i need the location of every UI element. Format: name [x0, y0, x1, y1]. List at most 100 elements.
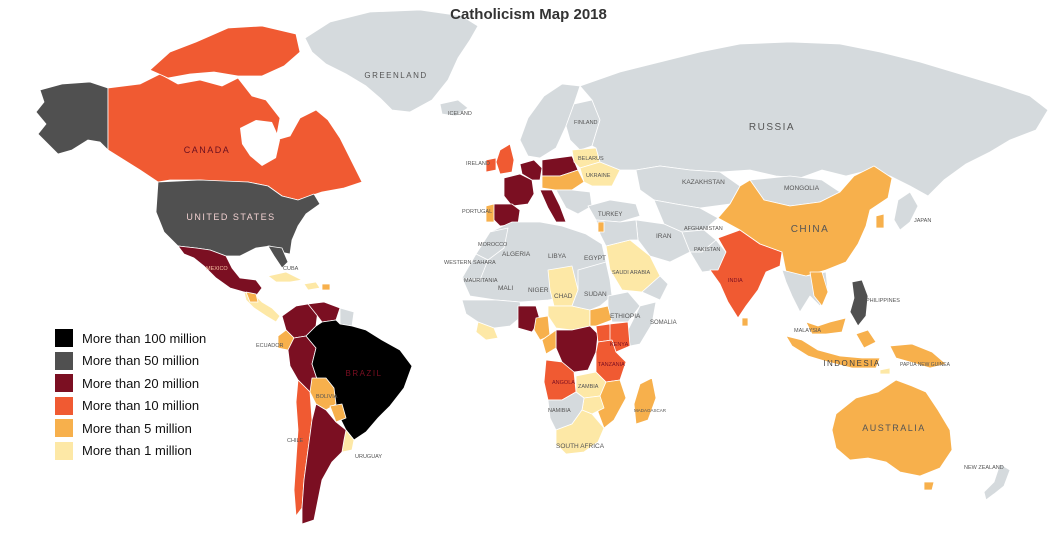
label-tanzania: TANZANIA: [598, 362, 625, 368]
country-germany: [519, 159, 543, 181]
label-mexico: MEXICO: [206, 266, 228, 272]
country-mexico: [177, 245, 263, 297]
label-egypt: EGYPT: [584, 255, 606, 262]
legend: More than 100 million More than 50 milli…: [55, 327, 206, 462]
legend-item-1m: More than 1 million: [55, 440, 206, 463]
legend-item-5m: More than 5 million: [55, 417, 206, 440]
country-sudan-region: [571, 261, 613, 311]
country-argentina: [301, 403, 355, 525]
label-india: INDIA: [728, 278, 743, 284]
legend-item-20m: More than 20 million: [55, 372, 206, 395]
country-chile: [293, 379, 313, 517]
label-western-sahara: WESTERN SAHARA: [444, 260, 496, 266]
country-kazakhstan: [635, 165, 741, 209]
country-vietnam: [809, 271, 829, 307]
legend-item-10m: More than 10 million: [55, 395, 206, 418]
country-canada-islands: [149, 25, 301, 79]
label-bolivia: BOLIVIA: [316, 394, 338, 400]
label-indonesia: INDONESIA: [823, 359, 881, 368]
label-finland: FINLAND: [574, 120, 598, 126]
label-kazakhstan: KAZAKHSTAN: [682, 179, 725, 186]
country-russia: [579, 41, 1049, 197]
label-cuba: CUBA: [283, 266, 299, 272]
label-somalia: SOMALIA: [650, 320, 677, 326]
country-cuba: [267, 271, 303, 283]
legend-swatch: [55, 396, 73, 415]
country-alaska: [35, 81, 109, 155]
country-portugal: [485, 203, 495, 223]
country-haiti: [321, 283, 331, 291]
label-china: CHINA: [791, 224, 830, 235]
label-greenland: GREENLAND: [364, 71, 427, 80]
country-new-zealand: [983, 463, 1011, 501]
country-turkey: [587, 199, 641, 223]
label-kenya: KENYA: [610, 342, 629, 348]
country-philippines: [849, 279, 869, 327]
label-canada: CANADA: [184, 145, 231, 155]
country-greenland: [304, 9, 479, 113]
country-sri-lanka: [741, 317, 749, 327]
map-title: Catholicism Map 2018: [450, 6, 607, 23]
country-madagascar: [633, 377, 657, 425]
label-mali: MALI: [498, 285, 513, 292]
country-western-sahara: [461, 253, 489, 281]
label-russia: RUSSIA: [749, 122, 795, 133]
country-united-states-florida: [267, 245, 289, 269]
legend-swatch: [55, 351, 73, 370]
label-australia: AUSTRALIA: [862, 423, 926, 433]
country-uae-oman: [641, 275, 669, 301]
label-ethiopia: ETHIOPIA: [610, 313, 641, 320]
country-central-africa: [547, 305, 591, 331]
label-saudi-arabia: SAUDI ARABIA: [612, 270, 651, 276]
country-guyana: [339, 307, 355, 327]
label-chile: CHILE: [287, 438, 304, 444]
country-japan: [893, 191, 919, 231]
label-iran: IRAN: [656, 233, 672, 240]
label-morocco: MOROCCO: [478, 242, 508, 248]
country-malaysia: [805, 317, 847, 335]
label-united-states: UNITED STATES: [186, 212, 275, 222]
country-indonesia-east: [855, 329, 877, 349]
label-belarus: BELARUS: [578, 156, 604, 162]
country-uruguay: [341, 429, 355, 453]
country-south-sudan: [589, 305, 613, 327]
country-chad: [547, 265, 579, 307]
country-papua-new-guinea: [889, 343, 947, 369]
hudson-bay: [240, 120, 280, 166]
label-sudan: SUDAN: [584, 291, 607, 298]
label-uruguay: URUGUAY: [355, 454, 382, 460]
country-indonesia: [785, 335, 881, 369]
country-australia: [831, 379, 953, 477]
country-iran: [635, 219, 691, 263]
country-caribbean: [303, 281, 321, 291]
country-ireland: [485, 157, 497, 173]
label-namibia: NAMIBIA: [548, 408, 571, 414]
country-canada: [107, 73, 363, 201]
country-tasmania: [923, 481, 935, 491]
legend-label: More than 50 million: [82, 353, 200, 369]
country-china: [717, 165, 893, 277]
label-malaysia: MALAYSIA: [794, 328, 821, 334]
legend-swatch: [55, 441, 73, 460]
legend-item-100m: More than 100 million: [55, 327, 206, 350]
label-papua-new-guinea: PAPUA NEW GUINEA: [900, 362, 951, 368]
label-ecuador: ECUADOR: [256, 343, 284, 349]
country-united-kingdom: [495, 143, 515, 175]
country-south-korea: [875, 213, 885, 229]
legend-swatch: [55, 374, 73, 393]
label-pakistan: PAKISTAN: [694, 247, 720, 253]
label-south-africa: SOUTH AFRICA: [556, 443, 605, 450]
label-portugal: PORTUGAL: [462, 209, 492, 215]
country-france: [503, 173, 535, 207]
country-kenya: [609, 321, 631, 353]
country-middle-east: [595, 219, 639, 247]
country-west-africa-coast: [475, 321, 499, 341]
label-ireland: IRELAND: [466, 161, 490, 167]
label-philippines: PHILIPPINES: [866, 298, 900, 304]
label-zambia: ZAMBIA: [578, 384, 599, 390]
country-timor-leste: [879, 367, 891, 375]
country-dr-congo: [555, 325, 599, 373]
country-paraguay: [329, 403, 347, 423]
legend-swatch: [55, 419, 73, 438]
